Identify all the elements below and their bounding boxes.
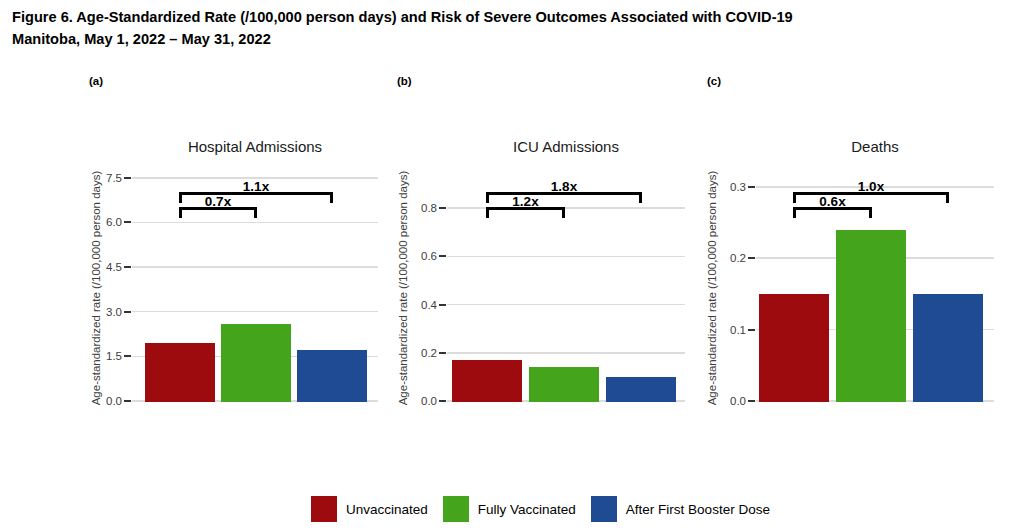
gridline	[447, 352, 685, 354]
panel-label-c: (c)	[707, 75, 721, 87]
y-axis-tick-label: 0.0	[706, 394, 746, 408]
bar-fully-vaccinated	[529, 367, 599, 402]
gridline	[132, 266, 378, 268]
figure-page: Figure 6. Age-Standardized Rate (/100,00…	[0, 0, 1024, 532]
gridline	[447, 304, 685, 306]
y-axis-tick	[439, 352, 446, 354]
ratio-label: 0.6x	[794, 195, 871, 208]
y-axis-tick-label: 1.5	[82, 349, 122, 363]
y-axis-tick	[748, 400, 755, 402]
figure-title-line1: Figure 6. Age-Standardized Rate (/100,00…	[12, 6, 793, 28]
legend-swatch-fully-vaccinated	[443, 496, 469, 522]
ratio-label: 1.0x	[794, 180, 948, 193]
ratio-label: 1.2x	[487, 195, 564, 208]
legend-item-unvaccinated: Unvaccinated	[311, 496, 428, 522]
plot-area-deaths: 0.00.10.20.31.0x0.6x	[756, 160, 994, 415]
bar-after-first-booster-dose	[297, 350, 367, 402]
y-axis-tick	[439, 304, 446, 306]
panel-title-icu: ICU Admissions	[447, 138, 685, 155]
figure-title-line2: Manitoba, May 1, 2022 – May 31, 2022	[12, 28, 793, 50]
y-axis-tick-label: 0.3	[706, 180, 746, 194]
y-axis-tick-label: 7.5	[82, 171, 122, 185]
legend-item-fully-vaccinated: Fully Vaccinated	[443, 496, 576, 522]
y-axis-tick	[124, 400, 131, 402]
ratio-label: 1.1x	[180, 180, 332, 193]
legend: Unvaccinated Fully Vaccinated After Firs…	[311, 496, 770, 522]
bar-fully-vaccinated	[221, 324, 291, 402]
y-axis-tick-label: 3.0	[82, 305, 122, 319]
y-axis-tick-label: 0.4	[397, 298, 437, 312]
y-axis-tick	[439, 400, 446, 402]
y-axis-tick-label: 0.1	[706, 323, 746, 337]
gridline	[447, 256, 685, 258]
y-axis-tick	[748, 329, 755, 331]
y-axis-tick-label: 6.0	[82, 215, 122, 229]
legend-swatch-after-first-booster-dose	[591, 496, 617, 522]
y-axis-title-icu: Age-standardized rate (/100,000 person d…	[397, 157, 411, 419]
y-axis-tick-label: 0.8	[397, 201, 437, 215]
gridline	[132, 311, 378, 313]
legend-label-unvaccinated: Unvaccinated	[346, 502, 428, 517]
y-axis-tick	[124, 177, 131, 179]
panel-hospital-admissions: Hospital Admissions 0.01.53.04.56.07.51.…	[132, 160, 378, 415]
y-axis-tick	[439, 207, 446, 209]
bar-unvaccinated	[145, 343, 215, 402]
y-axis-tick-label: 0.0	[397, 394, 437, 408]
y-axis-tick-label: 0.2	[706, 251, 746, 265]
plot-area-icu: 0.00.20.40.60.81.8x1.2x	[447, 160, 685, 415]
y-axis-tick	[124, 266, 131, 268]
ratio-label: 0.7x	[180, 195, 256, 208]
y-axis-tick-label: 0.6	[397, 249, 437, 263]
y-axis-tick	[748, 257, 755, 259]
y-axis-tick-label: 0.0	[82, 394, 122, 408]
legend-label-after-first-booster-dose: After First Booster Dose	[626, 502, 770, 517]
y-axis-tick	[748, 186, 755, 188]
y-axis-tick-label: 4.5	[82, 260, 122, 274]
y-axis-tick	[439, 255, 446, 257]
bar-fully-vaccinated	[836, 230, 906, 402]
gridline	[447, 207, 685, 209]
figure-title: Figure 6. Age-Standardized Rate (/100,00…	[12, 6, 793, 50]
panel-deaths: Deaths 0.00.10.20.31.0x0.6x	[756, 160, 994, 415]
bar-after-first-booster-dose	[606, 377, 676, 402]
y-axis-tick	[124, 221, 131, 223]
y-axis-tick-label: 0.2	[397, 346, 437, 360]
y-axis-tick	[124, 355, 131, 357]
panel-title-hospital: Hospital Admissions	[132, 138, 378, 155]
panel-label-a: (a)	[89, 75, 103, 87]
bar-unvaccinated	[759, 294, 829, 402]
panel-label-b: (b)	[397, 75, 412, 87]
y-axis-tick	[124, 311, 131, 313]
panel-icu-admissions: ICU Admissions 0.00.20.40.60.81.8x1.2x	[447, 160, 685, 415]
bar-unvaccinated	[452, 360, 522, 402]
gridline	[132, 222, 378, 224]
ratio-label: 1.8x	[487, 180, 641, 193]
y-axis-title-hospital: Age-standardized rate (/100,000 person d…	[90, 157, 104, 419]
legend-item-after-first-booster-dose: After First Booster Dose	[591, 496, 770, 522]
panel-title-deaths: Deaths	[756, 138, 994, 155]
bar-after-first-booster-dose	[913, 294, 983, 402]
y-axis-title-deaths: Age-standardized rate (/100,000 person d…	[706, 157, 720, 419]
legend-label-fully-vaccinated: Fully Vaccinated	[478, 502, 576, 517]
plot-area-hospital: 0.01.53.04.56.07.51.1x0.7x	[132, 160, 378, 415]
legend-swatch-unvaccinated	[311, 496, 337, 522]
